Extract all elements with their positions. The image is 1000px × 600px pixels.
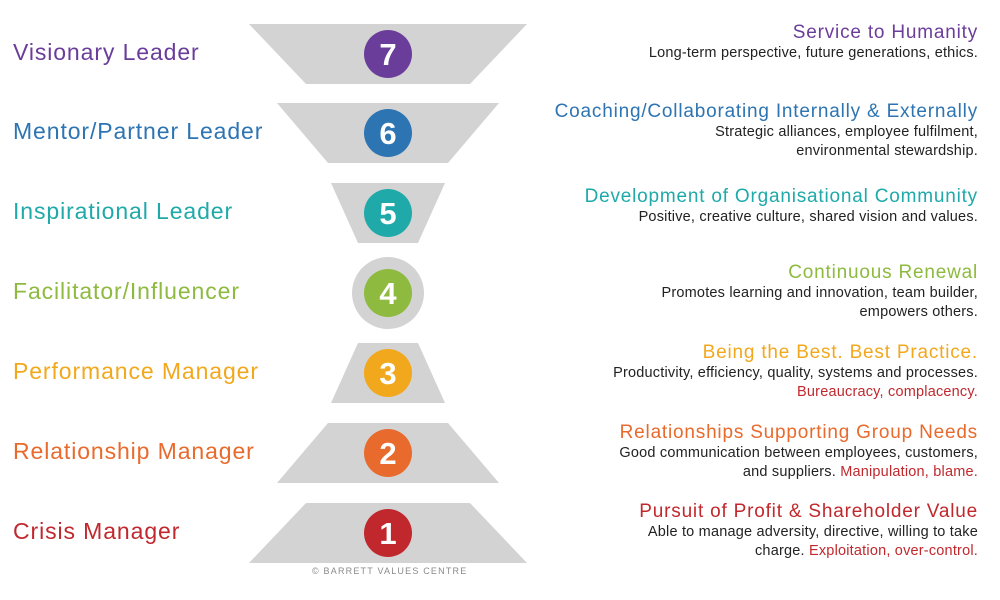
level-4-heading: Continuous Renewal — [788, 262, 978, 283]
description-text: Productivity, efficiency, quality, syste… — [613, 365, 978, 381]
description-line: and suppliers. Manipulation, blame. — [478, 463, 978, 482]
level-3-heading: Being the Best. Best Practice. — [702, 342, 978, 363]
description-line: Strategic alliances, employee fulfilment… — [478, 123, 978, 142]
level-4-badge — [364, 269, 412, 317]
level-7-description: Service to Humanity Long-term perspective… — [478, 22, 978, 63]
level-7-number: 7 — [379, 37, 396, 72]
description-line: Promotes learning and innovation, team b… — [478, 284, 978, 303]
level-6-text: Strategic alliances, employee fulfilment… — [478, 123, 978, 161]
level-6-leader-title: Mentor/Partner Leader — [13, 118, 264, 144]
level-3-number: 3 — [379, 356, 396, 391]
level-4-text: Promotes learning and innovation, team b… — [478, 284, 978, 322]
level-1-description: Pursuit of Profit & Shareholder Value Abl… — [478, 501, 978, 561]
level-5-description: Development of Organisational Community P… — [478, 186, 978, 227]
description-text: environmental stewardship. — [796, 143, 978, 159]
level-3-description: Being the Best. Best Practice. Productivi… — [478, 342, 978, 402]
level-4-number: 4 — [379, 276, 397, 311]
description-line: Bureaucracy, complacency. — [478, 383, 978, 402]
level-5-leader-title: Inspirational Leader — [13, 198, 234, 224]
level-3-text: Productivity, efficiency, quality, syste… — [478, 364, 978, 402]
description-line: Good communication between employees, cu… — [478, 444, 978, 463]
level-3-badge — [364, 349, 412, 397]
level-6-description: Coaching/Collaborating Internally & Exte… — [478, 101, 978, 161]
description-text: empowers others. — [859, 304, 978, 320]
description-line: environmental stewardship. — [478, 142, 978, 161]
description-line: Long-term perspective, future generation… — [478, 44, 978, 63]
level-1-heading: Pursuit of Profit & Shareholder Value — [639, 501, 978, 522]
level-7-text: Long-term perspective, future generation… — [478, 44, 978, 63]
description-text: Positive, creative culture, shared visio… — [638, 209, 978, 225]
description-text: Good communication between employees, cu… — [619, 445, 978, 461]
limiting-behaviours-text: Bureaucracy, complacency. — [797, 384, 978, 400]
level-3-leader-title: Performance Manager — [13, 358, 259, 384]
level-6-heading: Coaching/Collaborating Internally & Exte… — [554, 101, 978, 122]
level-5-number: 5 — [379, 196, 396, 231]
description-text: Promotes learning and innovation, team b… — [661, 285, 978, 301]
level-1-text: Able to manage adversity, directive, wil… — [478, 523, 978, 561]
description-line: charge. Exploitation, over-control. — [478, 542, 978, 561]
description-line: empowers others. — [478, 303, 978, 322]
level-4-leader-title: Facilitator/Influencer — [13, 278, 240, 304]
level-2-badge — [364, 429, 412, 477]
level-7-leader-title: Visionary Leader — [13, 39, 200, 65]
level-2-heading: Relationships Supporting Group Needs — [619, 422, 978, 443]
level-1-leader-title: Crisis Manager — [13, 518, 181, 544]
description-line: Able to manage adversity, directive, wil… — [478, 523, 978, 542]
description-line: Productivity, efficiency, quality, syste… — [478, 364, 978, 383]
description-line: Positive, creative culture, shared visio… — [478, 208, 978, 227]
level-5-text: Positive, creative culture, shared visio… — [478, 208, 978, 227]
level-5-heading: Development of Organisational Community — [584, 186, 978, 207]
level-2-description: Relationships Supporting Group Needs Good… — [478, 422, 978, 482]
copyright-notice: © BARRETT VALUES CENTRE — [312, 566, 468, 576]
level-7-heading: Service to Humanity — [792, 22, 978, 43]
level-4-description: Continuous Renewal Promotes learning and … — [478, 262, 978, 322]
level-6-badge — [364, 109, 412, 157]
limiting-behaviours-text: Manipulation, blame. — [840, 464, 978, 480]
level-1-badge — [364, 509, 412, 557]
level-5-badge — [364, 189, 412, 237]
description-text: Able to manage adversity, directive, wil… — [647, 524, 978, 540]
description-text: charge. — [754, 543, 809, 559]
level-6-number: 6 — [379, 116, 396, 151]
level-1-number: 1 — [379, 516, 396, 551]
description-text: Long-term perspective, future generation… — [648, 45, 978, 61]
level-7-badge — [364, 30, 412, 78]
level-2-leader-title: Relationship Manager — [13, 438, 255, 464]
description-text: and suppliers. — [742, 464, 841, 480]
level-2-number: 2 — [379, 436, 396, 471]
limiting-behaviours-text: Exploitation, over-control. — [808, 543, 978, 559]
description-text: Strategic alliances, employee fulfilment… — [715, 124, 978, 140]
level-2-text: Good communication between employees, cu… — [478, 444, 978, 482]
